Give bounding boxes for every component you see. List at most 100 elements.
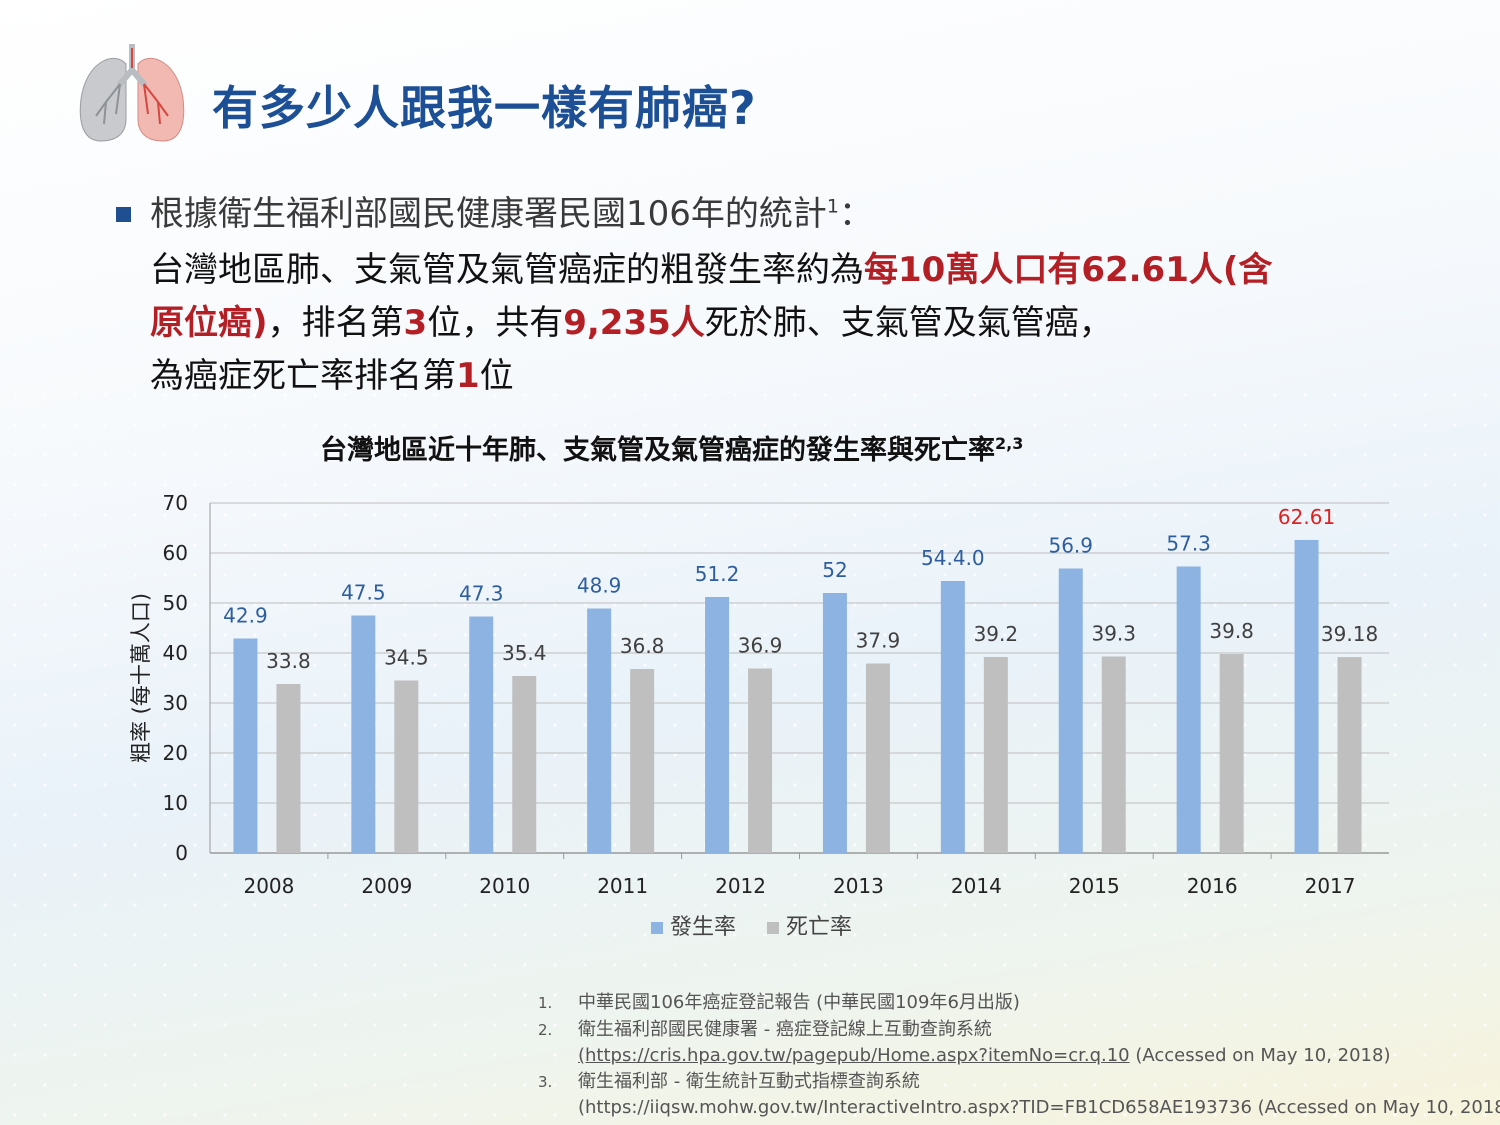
intro-line: 根據衛生福利部國民健康署民國106年的統計1： <box>150 186 873 235</box>
x-tick-label: 2009 <box>361 874 412 898</box>
para-text: 位 <box>479 356 514 396</box>
bar-incidence <box>940 581 965 853</box>
y-tick-label: 30 <box>163 691 188 715</box>
x-tick-label: 2015 <box>1069 874 1120 898</box>
data-label-incidence: 54.4.0 <box>921 546 985 570</box>
bar-mortality <box>748 668 773 853</box>
y-tick-label: 40 <box>163 641 188 665</box>
chart-title: 台灣地區近十年肺、支氣管及氣管癌症的發生率與死亡率2,3 <box>320 428 1023 467</box>
bar-incidence <box>822 593 847 853</box>
x-tick-label: 2012 <box>715 874 766 898</box>
references: 1. 中華民國106年癌症登記報告 (中華民國109年6月出版) 2. 衛生福利部國… <box>538 990 1500 1121</box>
data-label-incidence: 51.2 <box>695 562 740 586</box>
para-highlight: 3 <box>403 303 428 343</box>
para-line-1: 台灣地區肺、支氣管及氣管癌症的粗發生率約為每10萬人口有62.61人(含 <box>150 244 1400 297</box>
data-label-incidence: 56.9 <box>1048 534 1093 558</box>
data-label-incidence: 47.5 <box>341 581 386 605</box>
reference-2: 2. 衛生福利部國民健康署 - 癌症登記線上互動查詢系統 (https://cris… <box>538 1017 1500 1069</box>
bar-incidence <box>1294 539 1319 853</box>
x-tick-label: 2011 <box>597 874 648 898</box>
bullet-square-icon <box>116 207 131 222</box>
data-label-mortality: 35.4 <box>502 641 547 665</box>
reference-3-continuation: (https://iiqsw.mohw.gov.tw/InteractiveIn… <box>578 1097 1500 1118</box>
data-label-mortality: 39.18 <box>1321 622 1378 646</box>
data-label-incidence: 42.9 <box>223 604 268 628</box>
para-highlight: 每10萬人口有62.61人(含 <box>864 250 1273 290</box>
x-tick-label: 2008 <box>243 874 294 898</box>
reference-text: 衛生福利部國民健康署 - 癌症登記線上互動查詢系統 <box>578 1018 992 1040</box>
reference-2-continuation: (https://cris.hpa.gov.tw/pagepub/Home.as… <box>538 1043 1500 1069</box>
page-title: 有多少人跟我一樣有肺癌? <box>212 81 757 135</box>
intro-footnote-ref: 1 <box>826 195 839 218</box>
data-label-incidence: 52 <box>822 558 847 582</box>
reference-3: 3. 衛生福利部 - 衛生統計互動式指標查詢系統 (https://iiqsw.mo… <box>538 1069 1500 1121</box>
legend-swatch-mortality <box>767 922 779 934</box>
reference-number: 1. <box>538 994 553 1012</box>
bar-incidence <box>351 615 376 853</box>
bar-incidence <box>705 597 730 853</box>
bar-mortality <box>630 669 655 853</box>
data-label-mortality: 36.9 <box>738 634 783 658</box>
y-tick-label: 50 <box>163 591 188 615</box>
para-highlight: 原位癌) <box>150 303 268 343</box>
para-line-3: 為癌症死亡率排名第1位 <box>150 350 1400 403</box>
para-highlight: 9,235人 <box>563 303 705 343</box>
reference-number: 2. <box>538 1020 553 1039</box>
legend-label-mortality: 死亡率 <box>786 915 852 940</box>
data-label-incidence: 57.3 <box>1166 532 1211 556</box>
bar-incidence <box>233 638 258 853</box>
para-text: 台灣地區肺、支氣管及氣管癌症的粗發生率約為 <box>150 250 864 290</box>
x-tick-label: 2013 <box>833 874 884 898</box>
chart-title-text: 台灣地區近十年肺、支氣管及氣管癌症的發生率與死亡率 <box>320 435 995 466</box>
bar-mortality <box>276 684 301 853</box>
bar-mortality <box>865 663 890 853</box>
chart-title-footnote-ref: 2,3 <box>995 434 1024 453</box>
intro-text: 根據衛生福利部國民健康署民國106年的統計 <box>150 194 827 234</box>
bar-mortality <box>1337 657 1362 853</box>
para-text: 死於肺、支氣管及氣管癌， <box>704 303 1113 343</box>
reference-note: (Accessed on May 10, 2018) <box>1129 1045 1391 1066</box>
bar-incidence <box>1058 568 1083 853</box>
legend-swatch-incidence <box>651 922 663 934</box>
bar-mortality <box>1219 654 1244 853</box>
data-label-incidence: 48.9 <box>577 574 622 598</box>
reference-link[interactable]: (https://cris.hpa.gov.tw/pagepub/Home.as… <box>578 1045 1130 1066</box>
lungs-icon <box>79 44 185 142</box>
reference-number: 3. <box>538 1072 553 1091</box>
reference-text: 衛生福利部 - 衛生統計互動式指標查詢系統 <box>578 1070 920 1092</box>
x-tick-label: 2017 <box>1305 874 1356 898</box>
reference-text: 中華民國106年癌症登記報告 (中華民國109年6月出版) <box>578 992 1020 1013</box>
y-tick-label: 20 <box>163 741 188 765</box>
bar-incidence <box>469 616 494 853</box>
data-label-mortality: 36.8 <box>620 634 665 658</box>
data-label-mortality: 34.5 <box>384 646 429 670</box>
data-label-mortality: 39.2 <box>974 622 1019 646</box>
para-text: 位，共有 <box>427 303 564 343</box>
x-tick-label: 2016 <box>1187 874 1238 898</box>
y-tick-label: 0 <box>175 841 188 865</box>
y-tick-label: 10 <box>163 791 188 815</box>
data-label-mortality: 37.9 <box>856 629 901 653</box>
bar-mortality <box>394 680 419 853</box>
data-label-mortality: 33.8 <box>266 649 311 673</box>
statistics-paragraph: 台灣地區肺、支氣管及氣管癌症的粗發生率約為每10萬人口有62.61人(含 原位癌… <box>150 244 1400 403</box>
bar-incidence <box>1176 566 1201 853</box>
y-tick-label: 60 <box>163 541 188 565</box>
bar-mortality <box>1101 656 1126 853</box>
legend-label-incidence: 發生率 <box>670 915 736 940</box>
data-label-mortality: 39.3 <box>1091 622 1136 646</box>
x-tick-label: 2014 <box>951 874 1002 898</box>
x-tick-label: 2010 <box>479 874 530 898</box>
bar-incidence <box>587 608 612 853</box>
data-label-incidence: 47.3 <box>459 582 504 606</box>
bar-mortality <box>512 676 537 853</box>
reference-1: 1. 中華民國106年癌症登記報告 (中華民國109年6月出版) <box>538 990 1500 1017</box>
y-tick-label: 70 <box>163 491 188 515</box>
para-highlight: 1 <box>456 356 480 396</box>
data-label-mortality: 39.8 <box>1209 619 1254 643</box>
bar-chart: 0 10 20 30 40 50 60 70 粗率 (每十萬人口) 2008 42.9 33.8 200… <box>129 491 1389 940</box>
y-axis-label: 粗率 (每十萬人口) <box>129 593 153 763</box>
para-line-2: 原位癌)，排名第3位，共有9,235人死於肺、支氣管及氣管癌， <box>150 297 1400 350</box>
para-text: 為癌症死亡率排名第 <box>150 356 456 396</box>
para-text: ，排名第 <box>267 303 404 343</box>
